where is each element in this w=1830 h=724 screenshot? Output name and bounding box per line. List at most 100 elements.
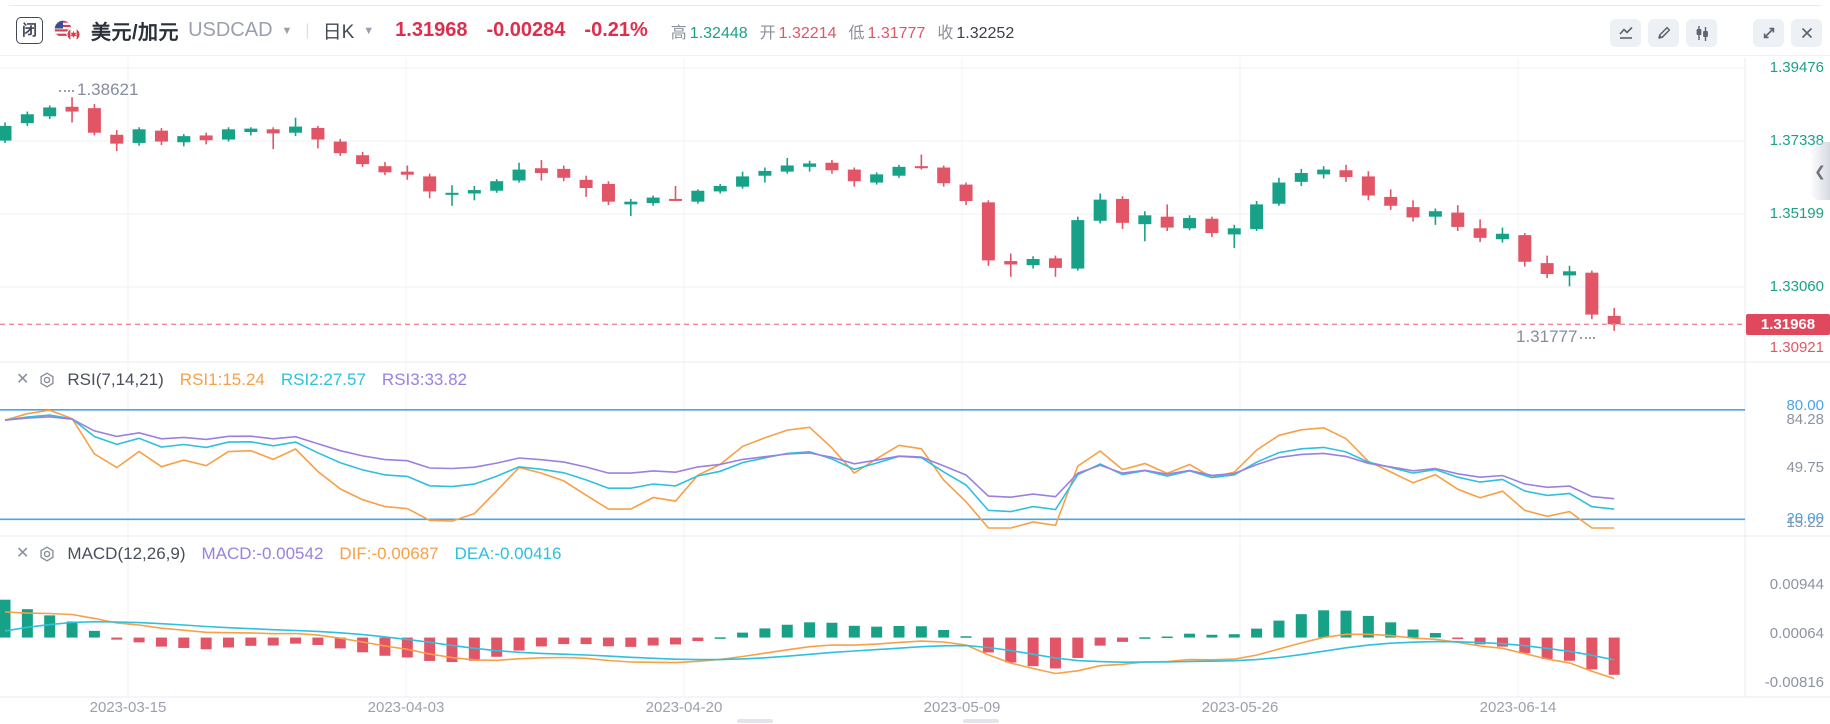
rsi1-line xyxy=(4,409,1615,529)
macd-histogram-bar xyxy=(1608,637,1620,675)
candle-body xyxy=(892,166,906,176)
candle-body xyxy=(937,167,951,184)
candle-body xyxy=(803,163,817,167)
macd-histogram-bar xyxy=(178,637,190,648)
candle-body xyxy=(557,168,571,178)
macd-histogram-bar xyxy=(334,637,346,649)
rsi-close-icon[interactable]: ✕ xyxy=(16,371,30,388)
candle-body xyxy=(1048,258,1062,268)
macd-value: MACD:-0.00542 xyxy=(201,544,324,563)
macd-histogram-bar xyxy=(88,630,100,638)
macd-histogram-bar xyxy=(1586,637,1598,670)
x-axis-date: 2023-06-14 xyxy=(1479,699,1557,716)
candle-body xyxy=(266,129,280,134)
macd-histogram-bar xyxy=(1474,637,1486,645)
macd-histogram-bar xyxy=(223,637,234,648)
rsi-settings-icon[interactable] xyxy=(39,372,55,388)
candle-body xyxy=(758,170,772,176)
macd-histogram-bar xyxy=(468,637,480,661)
macd-histogram-bar xyxy=(915,626,927,638)
macd-histogram-bar xyxy=(781,624,793,638)
candle-body xyxy=(646,197,660,204)
macd-histogram-bar xyxy=(670,637,681,645)
macd-histogram-bar xyxy=(1362,615,1374,638)
open-label: 开 xyxy=(759,24,776,42)
dif-line xyxy=(4,611,1615,680)
chart-toolbar xyxy=(1610,19,1822,47)
macd-histogram-bar xyxy=(1139,637,1151,639)
high-label: 高 xyxy=(670,24,687,42)
price-change: -0.00284 xyxy=(486,19,566,41)
macd-histogram-bar xyxy=(1295,614,1307,638)
macd-histogram-bar xyxy=(66,621,78,638)
candle-body xyxy=(400,171,414,175)
candle-body xyxy=(534,168,548,173)
candle-body xyxy=(713,185,727,192)
price-axis-tick: 1.39476 xyxy=(1769,59,1824,76)
macd-histogram-bar xyxy=(759,628,771,638)
axis-collapse-handle[interactable]: ❮ xyxy=(1810,142,1830,200)
x-axis-date: 2023-03-15 xyxy=(89,699,167,716)
pair-code[interactable]: USDCAD xyxy=(188,19,273,41)
candle-body xyxy=(311,127,325,140)
x-axis-date: 2023-05-09 xyxy=(923,699,1001,716)
line-chart-button[interactable] xyxy=(1610,19,1641,47)
dif-value: DIF:-0.00687 xyxy=(339,544,439,563)
dea-line xyxy=(4,620,1615,664)
candle-body xyxy=(0,125,12,141)
draw-button[interactable] xyxy=(1648,19,1679,47)
period-low-annotation: 1.31777 xyxy=(1516,327,1598,347)
interval-dropdown-caret[interactable]: ▼ xyxy=(363,24,375,37)
day-low: 1.31777 xyxy=(867,24,926,42)
close-chart-button[interactable] xyxy=(1791,19,1822,47)
rsi3-line xyxy=(4,415,1615,500)
macd-histogram-bar xyxy=(625,637,637,647)
macd-settings-icon[interactable] xyxy=(39,546,55,562)
candle-body xyxy=(1093,199,1107,221)
candle-body xyxy=(981,202,995,261)
macd-panel-header: ✕ MACD(12,26,9) MACD:-0.00542 DIF:-0.006… xyxy=(16,542,561,566)
rsi-axis-bottom: 15.22 xyxy=(1786,514,1824,531)
fullscreen-button[interactable] xyxy=(1753,19,1784,47)
macd-histogram-bar xyxy=(245,637,257,646)
x-axis-date: 2023-05-26 xyxy=(1201,699,1279,716)
candle-body xyxy=(1540,263,1554,275)
macd-histogram-bar xyxy=(1228,634,1240,638)
candle-body xyxy=(1227,228,1241,235)
macd-histogram-bar xyxy=(580,637,592,645)
candlestick-style-button[interactable] xyxy=(1686,19,1717,47)
market-status-badge: 闭 xyxy=(16,17,43,44)
macd-histogram-bar xyxy=(357,637,369,653)
macd-histogram-bar xyxy=(1072,637,1084,658)
rsi3-value: RSI3:33.82 xyxy=(381,370,467,389)
period-high-annotation: 1.38621 xyxy=(56,80,138,100)
macd-histogram-bar xyxy=(1184,633,1196,638)
interval-selector[interactable]: 日K xyxy=(322,22,355,43)
macd-histogram-bar xyxy=(312,637,324,645)
macd-histogram-bar xyxy=(44,615,56,638)
candle-body xyxy=(1294,172,1308,182)
candle-body xyxy=(512,169,526,181)
pair-dropdown-caret[interactable]: ▼ xyxy=(281,24,293,37)
macd-histogram-bar xyxy=(267,637,279,646)
candle-body xyxy=(669,198,682,201)
candle-body xyxy=(1563,271,1576,276)
macd-histogram-bar xyxy=(290,637,302,644)
candle-body xyxy=(423,176,437,192)
macd-histogram-bar xyxy=(1049,637,1061,669)
range-slider-handle[interactable] xyxy=(737,719,773,723)
macd-histogram-bar xyxy=(982,637,994,653)
macd-histogram-bar xyxy=(21,609,33,638)
rsi-axis-top: 84.28 xyxy=(1786,411,1824,428)
candle-body xyxy=(1183,218,1197,229)
macd-histogram-bar xyxy=(513,637,525,651)
candle-body xyxy=(333,141,347,154)
range-slider-handle[interactable] xyxy=(963,719,999,723)
macd-close-icon[interactable]: ✕ xyxy=(16,545,30,562)
candle-body xyxy=(736,176,750,187)
x-axis-date: 2023-04-03 xyxy=(367,699,445,716)
candle-body xyxy=(132,129,146,143)
candle-body xyxy=(445,192,459,195)
macd-histogram-bar xyxy=(1273,620,1285,638)
